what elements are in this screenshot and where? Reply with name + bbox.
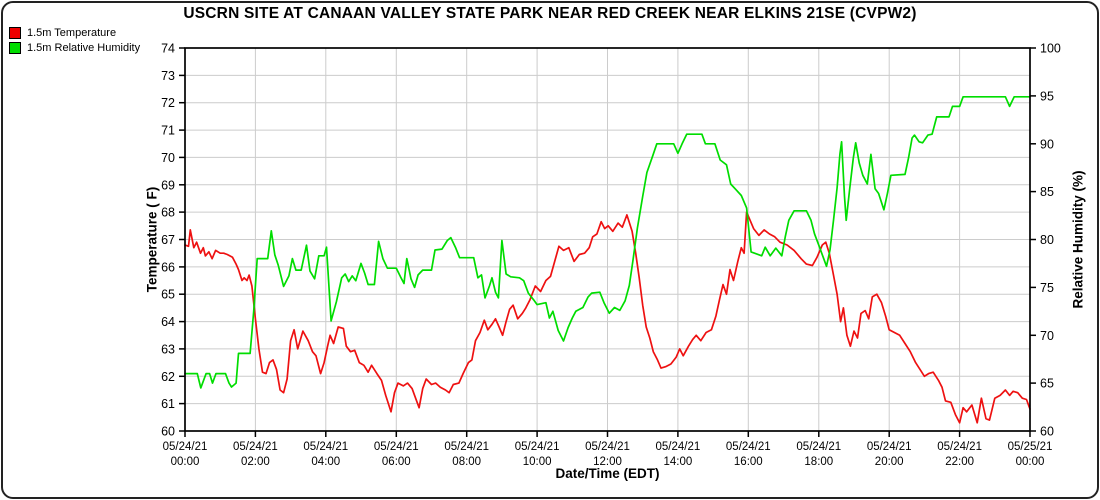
right-tick-label: 65	[1040, 377, 1054, 391]
legend: 1.5m Temperature 1.5m Relative Humidity	[9, 25, 140, 55]
x-tick-label: 05/24/21	[585, 441, 630, 453]
right-tick-label: 95	[1040, 89, 1054, 103]
x-tick-label: 05/24/21	[233, 441, 278, 453]
x-tick-label: 02:00	[241, 456, 270, 468]
x-tick-label: 06:00	[382, 456, 411, 468]
x-tick-label: 20:00	[875, 456, 904, 468]
left-tick-label: 60	[161, 425, 175, 439]
right-axis-title: Relative Humidity (%)	[1070, 170, 1086, 309]
right-tick-label: 100	[1040, 42, 1061, 56]
x-tick-label: 00:00	[1016, 456, 1045, 468]
left-tick-label: 74	[161, 42, 175, 56]
legend-label-temperature: 1.5m Temperature	[27, 26, 117, 39]
x-tick-label: 05/24/21	[937, 441, 982, 453]
x-tick-label: 05/24/21	[444, 441, 489, 453]
x-tick-label: 12:00	[593, 456, 622, 468]
right-tick-label: 90	[1040, 137, 1054, 151]
left-tick-label: 64	[161, 315, 175, 329]
legend-item-humidity: 1.5m Relative Humidity	[9, 40, 140, 55]
x-tick-label: 05/24/21	[867, 441, 912, 453]
x-tick-label: 16:00	[734, 456, 763, 468]
x-tick-label: 05/24/21	[163, 441, 208, 453]
humidity-swatch-icon	[9, 41, 21, 54]
x-tick-label: 05/24/21	[656, 441, 701, 453]
x-axis-title: Date/Time (EDT)	[555, 466, 660, 481]
right-tick-label: 70	[1040, 329, 1054, 343]
right-tick-label: 85	[1040, 185, 1054, 199]
right-tick-label: 80	[1040, 233, 1054, 247]
x-tick-label: 05/24/21	[726, 441, 771, 453]
left-tick-label: 73	[161, 69, 175, 83]
x-tick-label: 05/24/21	[796, 441, 841, 453]
left-tick-label: 63	[161, 342, 175, 356]
left-tick-label: 70	[161, 151, 175, 165]
legend-label-humidity: 1.5m Relative Humidity	[27, 41, 141, 54]
left-tick-label: 71	[161, 124, 175, 138]
x-tick-label: 14:00	[664, 456, 693, 468]
left-tick-label: 69	[161, 178, 175, 192]
temperature-line	[184, 211, 1031, 424]
x-tick-label: 18:00	[804, 456, 833, 468]
left-tick-label: 72	[161, 96, 175, 110]
legend-item-temperature: 1.5m Temperature	[9, 25, 140, 40]
right-tick-label: 60	[1040, 425, 1054, 439]
x-tick-label: 10:00	[523, 456, 552, 468]
temperature-swatch-icon	[9, 26, 21, 39]
humidity-line	[184, 95, 1031, 389]
x-tick-label: 00:00	[171, 456, 200, 468]
left-tick-label: 66	[161, 260, 175, 274]
left-tick-label: 65	[161, 288, 175, 302]
x-tick-label: 05/24/21	[515, 441, 560, 453]
x-tick-label: 04:00	[311, 456, 340, 468]
x-tick-label: 22:00	[945, 456, 974, 468]
right-tick-label: 75	[1040, 281, 1054, 295]
x-tick-label: 05/24/21	[303, 441, 348, 453]
x-tick-label: 08:00	[452, 456, 481, 468]
left-tick-label: 67	[161, 233, 175, 247]
left-axis-title: Temperature ( F)	[144, 186, 160, 293]
left-tick-label: 62	[161, 370, 175, 384]
left-tick-label: 68	[161, 206, 175, 220]
chart-title: USCRN SITE AT CANAAN VALLEY STATE PARK N…	[183, 5, 917, 22]
left-tick-label: 61	[161, 397, 175, 411]
x-tick-label: 05/24/21	[374, 441, 419, 453]
x-tick-label: 05/25/21	[1008, 441, 1053, 453]
